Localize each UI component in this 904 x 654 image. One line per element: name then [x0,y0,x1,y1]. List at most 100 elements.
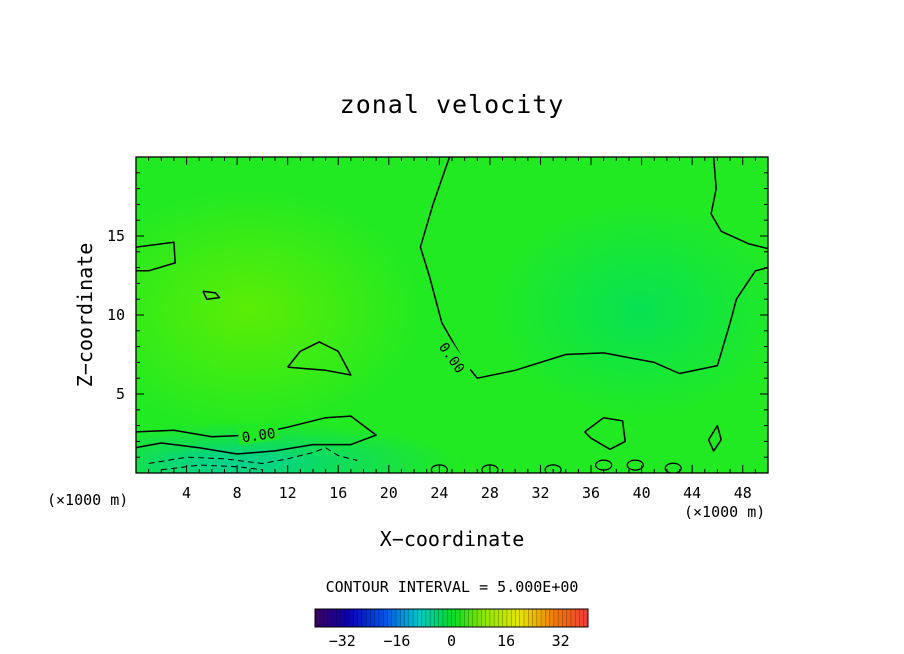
contour-blob [544,464,562,473]
colorbar-cell [447,609,452,627]
colorbar-cell [464,609,469,627]
contour-label-mask [237,423,280,445]
colorbar-cell [583,609,589,627]
colorbar-cell [524,609,529,627]
colorbar-cell [442,609,448,627]
colorbar-cell [575,609,580,627]
negative-contour [148,447,358,464]
zero-contour-upper-right [710,157,768,250]
y-tick-label: 10 [107,306,125,324]
colorbar-cell [374,609,380,627]
contour-label-group: 0.00 [237,423,280,447]
colorbar-cell [396,609,401,627]
colorbar-cell [570,609,576,627]
x-tick-label: 12 [279,484,297,502]
y-tick-label: 15 [107,227,125,245]
colorbar-cell [468,609,474,627]
colorbar-cell [494,609,499,627]
colorbar-cell [511,609,516,627]
contour-blob [430,464,448,473]
contour-blob [664,462,682,473]
x-tick-label: 48 [734,484,752,502]
colorbar-cell [558,609,563,627]
colorbar-cell [404,609,410,627]
colorbar-cell [417,609,422,627]
colorbar-cell [477,609,482,627]
colorbar-cell [391,609,397,627]
zero-contour-island [707,424,722,452]
colorbar-cell [370,609,376,627]
colorbar-cell [506,609,512,627]
x-tick-label: 28 [481,484,499,502]
colorbar-cell [502,609,508,627]
colorbar-cell [489,609,495,627]
zero-contour-island [202,290,221,300]
chart-title: zonal velocity [340,90,565,119]
colorbar-cell [383,609,388,627]
colorbar-cell [562,609,567,627]
zero-contour-lower [136,415,377,455]
colorbar-cell [349,609,354,627]
colorbar-cell [455,609,461,627]
x-tick-label: 36 [582,484,600,502]
colorbar-cell [532,609,538,627]
colorbar-cell [421,609,427,627]
colorbar-cell [460,609,465,627]
colorbar-cell [553,609,559,627]
contour-label: 0.00 [241,426,277,447]
colorbar-cell [472,609,478,627]
zero-contour-left [136,241,176,272]
x-tick-label: 40 [633,484,651,502]
colorbar-cell [498,609,503,627]
colorbar-cell [327,609,333,627]
contour-interval-label: CONTOUR INTERVAL = 5.000E+00 [326,578,579,596]
colorbar-tick-label: 32 [552,632,570,650]
zero-contour-island [584,416,626,451]
colorbar-cell [340,609,346,627]
x-tick-label: 8 [233,484,242,502]
colorbar-cell [528,609,533,627]
colorbar-cell [481,609,486,627]
colorbar-cell [400,609,405,627]
colorbar-tick-label: 16 [497,632,515,650]
x-axis-label: X−coordinate [380,527,525,551]
colorbar-cell [366,609,371,627]
colorbar-cell [545,609,550,627]
x-tick-label: 44 [683,484,701,502]
x-unit-label-right: (×1000 m) [684,503,765,521]
heatmap-region-upper-left [136,190,420,430]
colorbar-cell [438,609,444,627]
colorbar-cell [336,609,341,627]
colorbar-cell [378,609,384,627]
colorbar-cell [451,609,457,627]
x-tick-label: 16 [329,484,347,502]
colorbar-cell [434,609,440,627]
colorbar-tick-label: −32 [329,632,356,650]
colorbar-cell [315,609,320,627]
y-tick-label: 5 [116,385,125,403]
colorbar-cell [323,609,329,627]
colorbar-tick-label: −16 [383,632,410,650]
colorbar-cell [515,609,521,627]
y-axis-label: Z−coordinate [73,243,97,388]
colorbar-cell [485,609,491,627]
colorbar-cell [387,609,393,627]
colorbar-tick-label: 0 [447,632,456,650]
contour-label-mask [434,336,471,379]
x-tick-label: 32 [531,484,549,502]
heatmap-region-right [490,200,768,420]
zero-contour-right [419,157,768,379]
colorbar-cell [413,609,418,627]
x-tick-label: 20 [380,484,398,502]
colorbar: −32 −16 0 16 32 [314,608,589,650]
contour-blob [626,459,644,471]
colorbar-cell [519,609,525,627]
colorbar-cell [332,609,337,627]
zero-contour-island [287,341,352,376]
colorbar-cell [579,609,585,627]
colorbar-frame [314,608,589,628]
plot-area: 0.000.00 [136,157,768,473]
colorbar-cell [344,609,350,627]
colorbar-cell [566,609,572,627]
